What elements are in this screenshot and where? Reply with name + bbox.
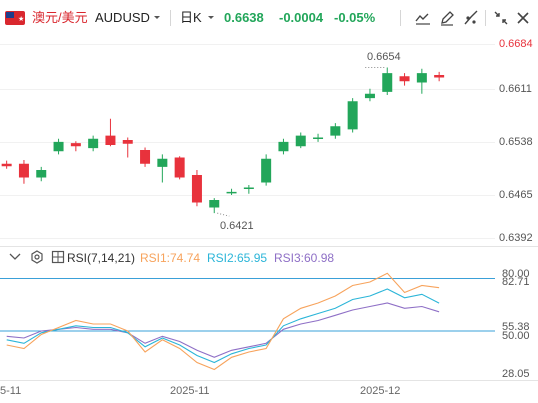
drawing-tool-icon[interactable] <box>461 8 481 28</box>
candle-body <box>209 200 220 208</box>
candle-body <box>434 75 445 78</box>
candle-body <box>364 93 375 99</box>
settings-icon[interactable] <box>30 250 44 269</box>
rsi-chart[interactable] <box>0 268 495 380</box>
x-axis-label: 2025-11 <box>170 385 210 397</box>
price-axis-label: 0.6392 <box>499 232 533 244</box>
candle-body <box>399 76 410 82</box>
candle-body <box>278 141 289 152</box>
x-axis-line <box>0 380 538 381</box>
price-axis-label: 0.6684 <box>499 38 533 50</box>
rsi3-legend: RSI3:60.98 <box>274 251 335 265</box>
collapse-icon[interactable] <box>491 8 511 28</box>
indicator-icon[interactable] <box>413 8 433 28</box>
high-annotation: 0.6654 <box>367 51 401 63</box>
period-selector[interactable]: 日K <box>180 10 202 25</box>
gridline <box>0 142 495 143</box>
candle-body <box>191 175 202 203</box>
flag-icon: ★ <box>5 11 25 29</box>
divider <box>400 10 401 26</box>
price-change-pct: -0.05% <box>334 10 376 25</box>
candle-body <box>122 140 133 144</box>
price-axis-label: 0.6538 <box>499 136 533 148</box>
symbol-name[interactable]: 澳元/美元 <box>32 10 88 25</box>
price-change: -0.0004 <box>279 10 324 25</box>
candle-body <box>261 158 272 183</box>
price-axis-label: 0.6465 <box>499 189 533 201</box>
gridline <box>0 195 495 196</box>
rsi-axis-label: 80.00 <box>502 268 530 280</box>
candle-body <box>347 101 358 130</box>
price-axis-label: 0.6611 <box>499 83 532 95</box>
candle-body <box>382 73 393 92</box>
candle-body <box>330 126 341 136</box>
candle-body <box>70 143 81 147</box>
rsi-axis-label: 82.71 <box>502 276 530 288</box>
candle-body <box>226 191 237 194</box>
x-axis-label: 2025-12 <box>360 385 401 397</box>
divider <box>170 10 171 26</box>
divider <box>485 10 486 26</box>
collapse-chevron-icon[interactable] <box>8 250 22 269</box>
candle-body <box>1 163 12 167</box>
close-icon[interactable] <box>513 8 533 28</box>
rsi2-line <box>6 288 440 364</box>
gridline <box>0 89 495 90</box>
candle-body <box>295 135 306 147</box>
x-axis-label: 5-11 <box>0 385 22 397</box>
panel-divider <box>0 246 538 247</box>
chevron-down-icon[interactable] <box>207 10 215 28</box>
candle-body <box>174 157 185 178</box>
rsi3-line <box>6 302 440 358</box>
gridline <box>0 44 495 45</box>
gridline <box>0 238 495 239</box>
symbol-code[interactable]: AUDUSD <box>95 10 150 25</box>
candle-body <box>157 158 168 167</box>
last-price: 0.6638 <box>224 10 264 25</box>
low-annotation: 0.6421 <box>220 220 254 232</box>
toolbar: ★ 澳元/美元 AUDUSD 日K 0.6638 -0.0004 -0.05% <box>0 0 538 36</box>
svg-text:★: ★ <box>18 15 24 23</box>
candlestick-chart[interactable] <box>0 40 495 240</box>
chevron-down-icon[interactable] <box>153 10 161 28</box>
rsi-axis-label: 50.00 <box>502 330 530 342</box>
pencil-icon[interactable] <box>437 8 457 28</box>
rsi2-legend: RSI2:65.95 <box>207 251 268 265</box>
rsi1-line <box>6 272 440 371</box>
candle-body <box>88 138 99 149</box>
toggle-indicator-icon[interactable] <box>51 250 65 269</box>
rsi-axis-label: 55.38 <box>502 321 530 333</box>
candle-body <box>53 141 64 152</box>
candle-body <box>18 163 29 178</box>
rsi1-legend: RSI1:74.74 <box>140 251 201 265</box>
candle-body <box>105 135 116 145</box>
candle-body <box>36 170 47 178</box>
candle-body <box>243 187 254 189</box>
low-marker <box>217 212 230 217</box>
candle-body <box>140 150 151 164</box>
rsi-title: RSI(7,14,21) <box>67 251 136 265</box>
candle-body <box>416 73 427 83</box>
rsi-axis-label: 28.05 <box>502 368 530 380</box>
candle-body <box>313 137 324 139</box>
